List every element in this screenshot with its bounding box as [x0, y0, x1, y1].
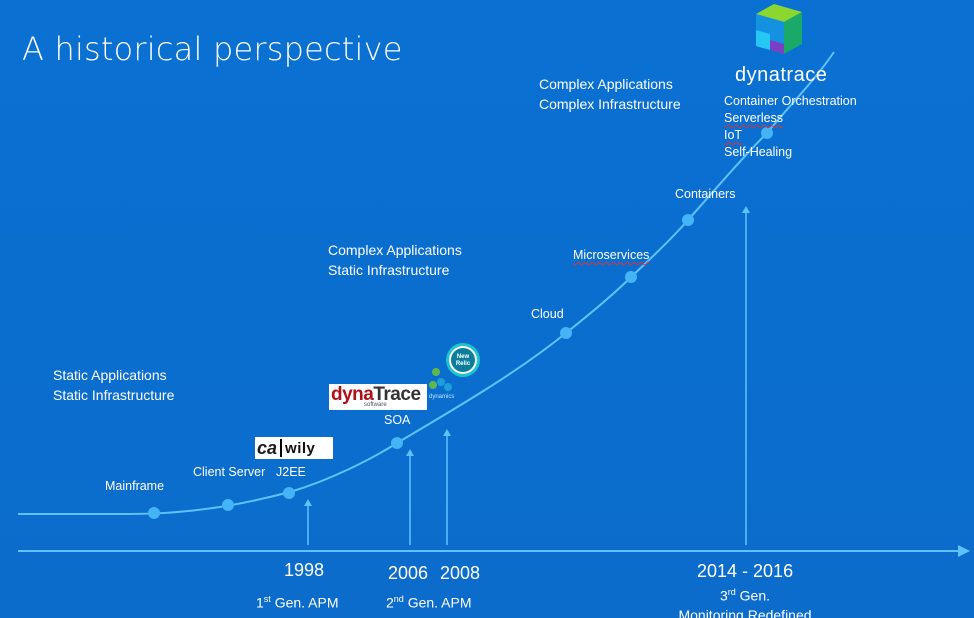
phase-static-line1: Static Applications	[53, 367, 167, 383]
logo-divider	[280, 439, 283, 457]
dynatrace-cube-icon	[756, 4, 802, 54]
label-microservices-text: Microservices	[573, 248, 650, 262]
gen-third-rest: Gen.	[739, 587, 771, 604]
timeline-axis-arrowhead	[958, 545, 970, 557]
label-serverless-text: Serverless	[724, 111, 784, 125]
dynatrace-old-part-b: Trace	[373, 384, 421, 405]
node-cloud	[560, 327, 572, 339]
label-mainframe: Mainframe	[105, 479, 165, 493]
gen-second-num: 2	[386, 594, 394, 611]
phase-complex-static-line1: Complex Applications	[328, 242, 462, 258]
phase-complex-static-line2: Static Infrastructure	[328, 262, 450, 278]
label-serverless: Serverless	[724, 110, 857, 127]
phase-complex-complex-line2: Complex Infrastructure	[539, 96, 681, 112]
year-2006: 2006	[388, 563, 429, 583]
dynatrace-software-subtitle: software	[364, 402, 387, 408]
label-iot-text: IoT	[724, 128, 743, 142]
ca-wily-logo: ca wily	[255, 437, 333, 459]
label-container-orchestration: Container Orchestration	[724, 94, 857, 108]
gen-second-rest: Gen. APM	[407, 594, 472, 611]
dynatrace-software-logo: dynaTrace software	[329, 384, 427, 410]
label-self-healing: Self-Healing	[724, 145, 793, 159]
new-relic-logo: New Relic	[446, 343, 480, 377]
phase-complex-complex: Complex Applications Complex Infrastruct…	[539, 74, 681, 114]
gen-third-line1: 3rd Gen.	[670, 583, 820, 606]
node-microservices	[625, 271, 637, 283]
label-iot: IoT	[724, 127, 857, 144]
dynatrace-old-part-a: dyna	[331, 384, 374, 405]
label-soa: SOA	[384, 413, 411, 427]
new-relic-logo-text-2: Relic	[456, 361, 471, 367]
gen-third-line2: Monitoring Redefined	[678, 606, 812, 618]
label-containers: Containers	[675, 187, 736, 201]
gen-third: 3rd Gen. Monitoring Redefined	[670, 583, 820, 618]
gen-first-rest: Gen. APM	[274, 594, 339, 611]
phase-complex-static: Complex Applications Static Infrastructu…	[328, 240, 462, 280]
node-client-server	[222, 499, 234, 511]
node-containers	[682, 214, 694, 226]
page-title: A historical perspective	[22, 30, 403, 68]
node-orchestration	[761, 127, 773, 139]
year-2008: 2008	[440, 563, 481, 583]
gen-third-num: 3	[719, 587, 728, 604]
phase-static: Static Applications Static Infrastructur…	[53, 365, 174, 405]
gen-third-sup: rd	[727, 587, 736, 597]
gen-first-num: 1	[256, 594, 264, 611]
new-relic-logo-text: New	[457, 354, 470, 360]
year-1998: 1998	[284, 560, 325, 580]
label-microservices: Microservices	[573, 248, 649, 262]
label-latest-group: Container Orchestration Serverless IoT S…	[724, 93, 857, 161]
gen-first: 1st Gen. APM	[256, 594, 339, 611]
wily-logo-text: wily	[285, 439, 316, 457]
dynatrace-software-wordmark: dynaTrace	[331, 384, 421, 406]
appdynamics-logo-text: dynamics	[429, 394, 454, 400]
gen-first-sup: st	[263, 594, 271, 604]
label-client-server: Client Server	[193, 465, 266, 479]
label-cloud: Cloud	[531, 307, 564, 321]
label-j2ee: J2EE	[276, 465, 306, 479]
growth-curve	[18, 51, 835, 515]
dynatrace-logo-text: dynatrace	[735, 64, 828, 86]
node-soa	[391, 437, 403, 449]
phase-complex-complex-line1: Complex Applications	[539, 76, 673, 92]
node-j2ee	[283, 487, 295, 499]
node-mainframe	[148, 507, 160, 519]
phase-static-line2: Static Infrastructure	[53, 387, 175, 403]
gen-second: 2nd Gen. APM	[386, 594, 472, 611]
year-2014-2016: 2014 - 2016	[697, 561, 794, 581]
appdynamics-logo: dynamics	[429, 368, 454, 400]
gen-second-sup: nd	[393, 594, 404, 604]
ca-logo-text: ca	[257, 437, 278, 458]
